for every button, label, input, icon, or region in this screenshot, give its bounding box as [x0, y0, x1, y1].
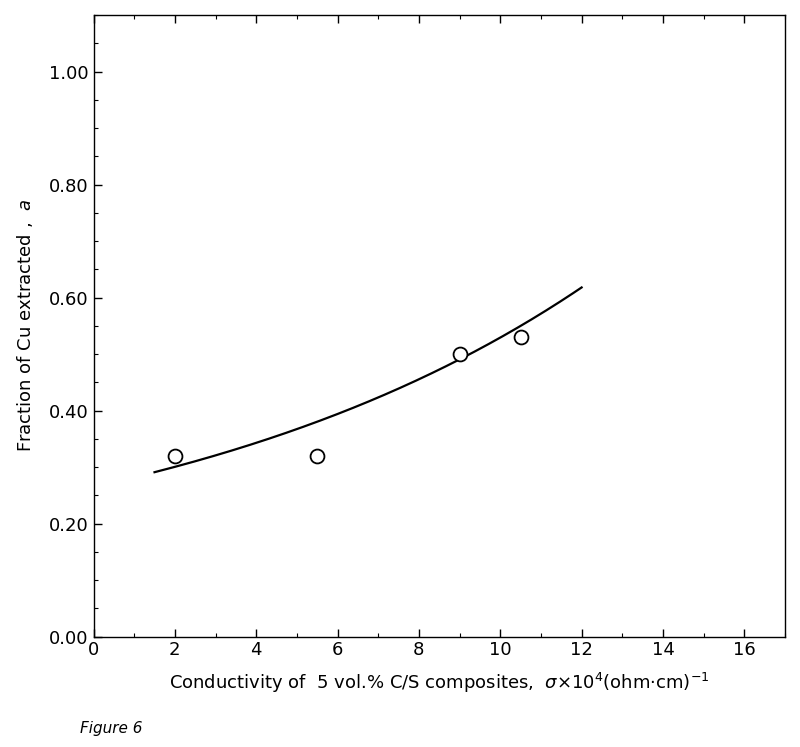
- X-axis label: Conductivity of  5 vol.% C/S composites,  $\sigma$$\times$10$^4$(ohm$\cdot$cm)$^: Conductivity of 5 vol.% C/S composites, …: [169, 671, 710, 695]
- Point: [311, 450, 324, 462]
- Point: [453, 348, 466, 360]
- Point: [169, 450, 182, 462]
- Text: Figure 6: Figure 6: [80, 721, 142, 736]
- Y-axis label: Fraction of Cu extracted ,  $a$: Fraction of Cu extracted , $a$: [15, 199, 35, 453]
- Point: [514, 331, 527, 343]
